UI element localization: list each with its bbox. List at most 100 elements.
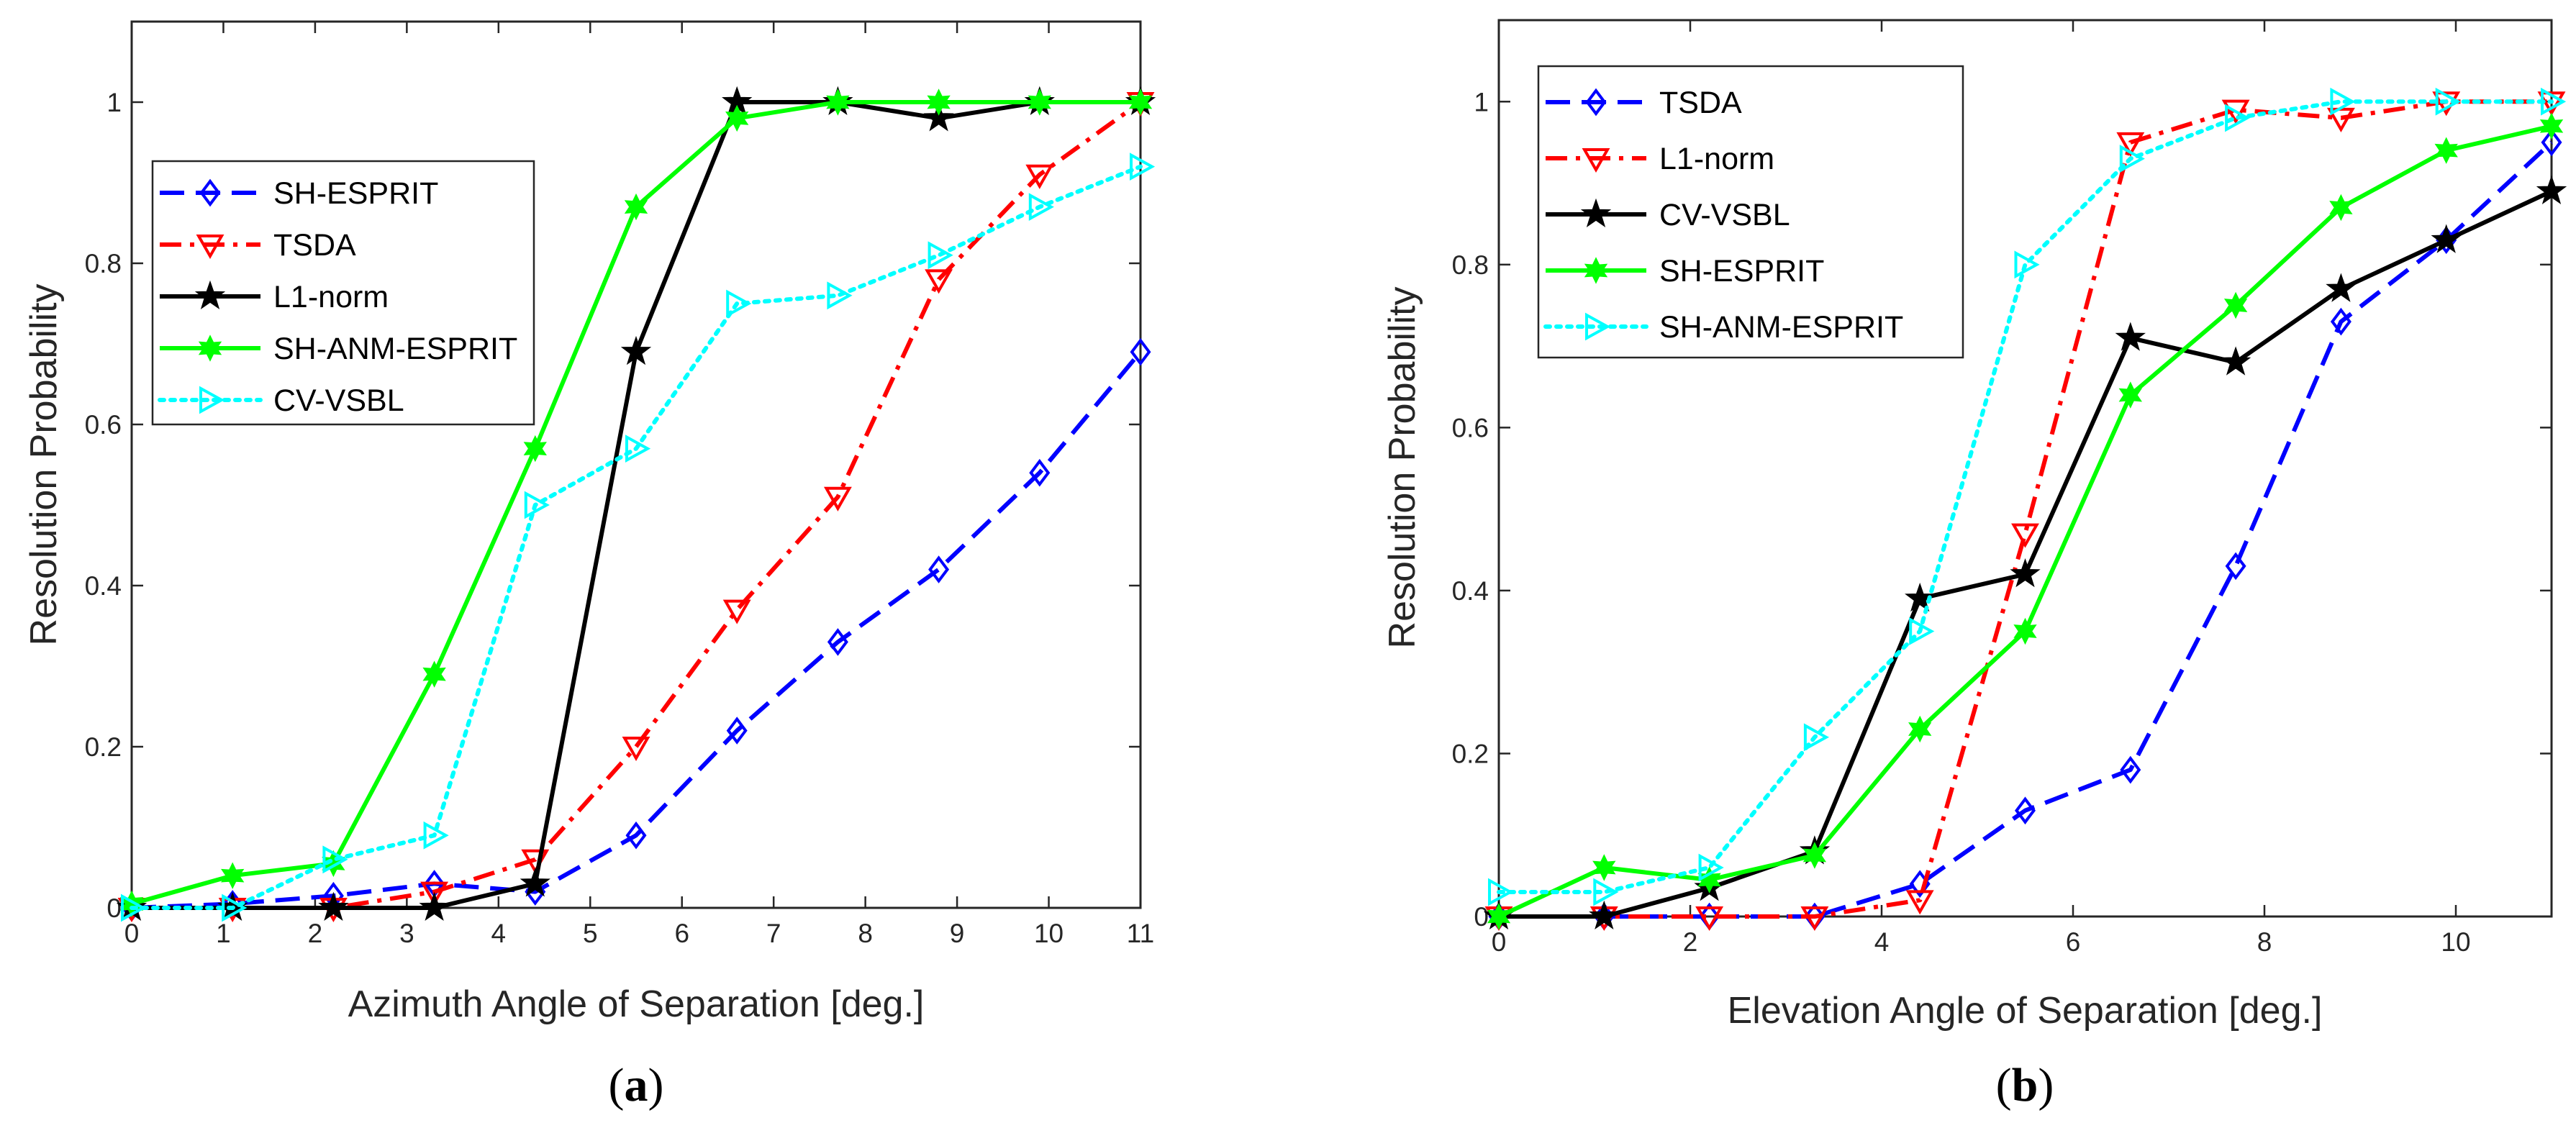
series-line-tsda <box>132 100 1142 910</box>
panel-b-y-axis-label: Resolution Probability <box>1382 287 1423 649</box>
data-point-sh-esprit <box>1802 842 1827 869</box>
data-point-sh-anm-esprit <box>422 660 446 688</box>
panel-a-caption: (a) <box>609 1059 664 1111</box>
x-tick-label: 4 <box>1874 927 1890 957</box>
x-tick-label: 2 <box>308 919 323 948</box>
panel-a-x-axis-label: Azimuth Angle of Separation [deg.] <box>348 983 925 1025</box>
legend-marker-cv-vsbl <box>199 386 225 414</box>
y-tick-label: 0 <box>106 893 122 923</box>
legend-marker-tsda <box>1585 88 1607 117</box>
data-point-sh-anm-esprit <box>624 193 648 221</box>
legend-marker-sh-anm-esprit <box>1585 312 1611 341</box>
data-point-l1-norm <box>2221 99 2250 124</box>
series-line-sh-esprit <box>131 350 1143 910</box>
data-point-sh-esprit <box>2434 137 2458 164</box>
data-point-tsda <box>2225 552 2246 581</box>
data-point-sh-anm-esprit <box>2435 87 2461 116</box>
legend-label-l1-norm: L1-norm <box>1659 142 1774 176</box>
x-tick-label: 6 <box>674 919 689 948</box>
data-point-sh-esprit <box>625 821 647 850</box>
data-point-tsda <box>2120 755 2141 784</box>
data-point-sh-esprit <box>2223 291 2248 319</box>
data-point-cv-vsbl <box>1130 153 1156 181</box>
panel-b-legend: TSDA L1-norm CV-VSBL SH-ESPRIT SH-ANM-ESPRIT <box>1537 65 1964 359</box>
y-tick-label: 0.2 <box>85 732 122 762</box>
data-point-l1-norm <box>1695 906 1724 932</box>
data-point-cv-vsbl <box>524 491 550 519</box>
data-point-sh-anm-esprit <box>2225 104 2251 132</box>
data-point-sh-esprit <box>726 717 748 745</box>
x-tick-label: 8 <box>2257 927 2272 957</box>
legend-marker-tsda <box>196 235 225 260</box>
data-point-l1-norm <box>2116 132 2145 157</box>
data-point-sh-esprit <box>827 628 848 656</box>
legend-label-sh-esprit: SH-ESPRIT <box>1659 254 1824 288</box>
data-point-cv-vsbl <box>928 241 953 270</box>
data-point-tsda <box>622 737 650 762</box>
x-tick-label: 6 <box>2066 927 2081 957</box>
data-point-l1-norm <box>520 868 550 897</box>
panel-b-caption-close: ) <box>2038 1059 2054 1111</box>
legend-label-l1-norm: L1-norm <box>273 280 389 314</box>
panel-a-series <box>116 86 1156 923</box>
data-point-l1-norm <box>923 102 954 132</box>
x-tick-label: 4 <box>491 919 507 948</box>
data-point-sh-anm-esprit <box>2014 250 2040 279</box>
data-point-cv-vsbl <box>827 281 853 310</box>
legend-marker-l1-norm <box>194 280 226 310</box>
y-tick-label: 1 <box>106 88 122 117</box>
data-point-sh-anm-esprit <box>725 104 749 132</box>
x-tick-label: 7 <box>766 919 781 948</box>
panel-a-caption-close: ) <box>648 1059 664 1111</box>
data-point-sh-anm-esprit <box>2119 145 2145 173</box>
panel-b-series <box>1483 87 2567 932</box>
data-point-l1-norm <box>419 891 450 922</box>
data-point-cv-vsbl <box>1028 193 1054 221</box>
legend-marker-sh-esprit <box>199 178 221 207</box>
x-tick-label: 5 <box>583 919 598 948</box>
panel-a-axes-box <box>130 20 1142 909</box>
x-tick-label: 3 <box>399 919 414 948</box>
panel-b-caption-letter: b <box>2012 1059 2038 1111</box>
panel-a: 0 1 2 3 4 5 6 7 8 9 10 11 0 0.2 0.4 0.6 0.8 1 Azimuth Ang… <box>23 20 1156 1111</box>
data-point-sh-anm-esprit <box>1698 853 1724 882</box>
data-point-cv-vsbl <box>1589 900 1620 930</box>
data-point-sh-anm-esprit <box>221 862 245 889</box>
y-tick-label: 0.6 <box>1452 413 1489 442</box>
x-tick-label: 10 <box>1034 919 1063 948</box>
legend-label-sh-anm-esprit: SH-ANM-ESPRIT <box>273 332 517 366</box>
data-point-sh-anm-esprit <box>1909 617 1935 645</box>
panel-b-caption-open: ( <box>1996 1059 2012 1111</box>
data-point-tsda <box>722 599 751 624</box>
series-line-tsda <box>1499 140 2554 919</box>
legend-marker-sh-esprit <box>1584 257 1608 284</box>
panel-b: 0 2 4 6 8 10 0 0.2 0.4 0.6 0.8 1 Elevation Angle of… <box>1382 19 2567 1111</box>
series-line-sh-anm-esprit <box>1497 99 2554 894</box>
x-tick-label: 0 <box>1492 927 1507 957</box>
data-point-cv-vsbl <box>423 821 449 850</box>
data-point-sh-anm-esprit <box>927 88 951 116</box>
data-point-cv-vsbl <box>2010 558 2041 588</box>
y-tick-label: 0.4 <box>85 571 122 601</box>
y-tick-label: 0.2 <box>1452 739 1489 768</box>
data-point-sh-anm-esprit <box>1128 88 1153 116</box>
data-point-cv-vsbl <box>2326 273 2357 302</box>
x-tick-label: 8 <box>858 919 873 948</box>
legend-label-sh-esprit: SH-ESPRIT <box>273 176 438 211</box>
panel-b-legend-box <box>1537 65 1964 359</box>
data-point-cv-vsbl <box>222 893 248 922</box>
data-point-cv-vsbl <box>322 845 348 874</box>
data-point-tsda <box>2330 307 2351 336</box>
data-point-l1-norm <box>1800 906 1829 932</box>
y-tick-label: 0.8 <box>1452 250 1489 280</box>
panel-b-legend-items: TSDA L1-norm CV-VSBL SH-ESPRIT SH-ANM-ESPRIT <box>1543 86 1903 345</box>
panel-a-legend-items: SH-ESPRIT TSDA L1-norm SH-ANM-ESPRIT CV-VSBL <box>158 176 517 418</box>
data-point-sh-esprit <box>1029 458 1051 487</box>
data-point-sh-esprit <box>2329 194 2353 222</box>
data-point-l1-norm <box>2537 91 2566 117</box>
panel-a-caption-letter: a <box>625 1059 648 1111</box>
x-tick-label: 9 <box>950 919 965 948</box>
data-point-l1-norm <box>318 891 349 922</box>
legend-marker-l1-norm <box>1582 148 1610 173</box>
y-tick-label: 1 <box>1474 87 1489 117</box>
